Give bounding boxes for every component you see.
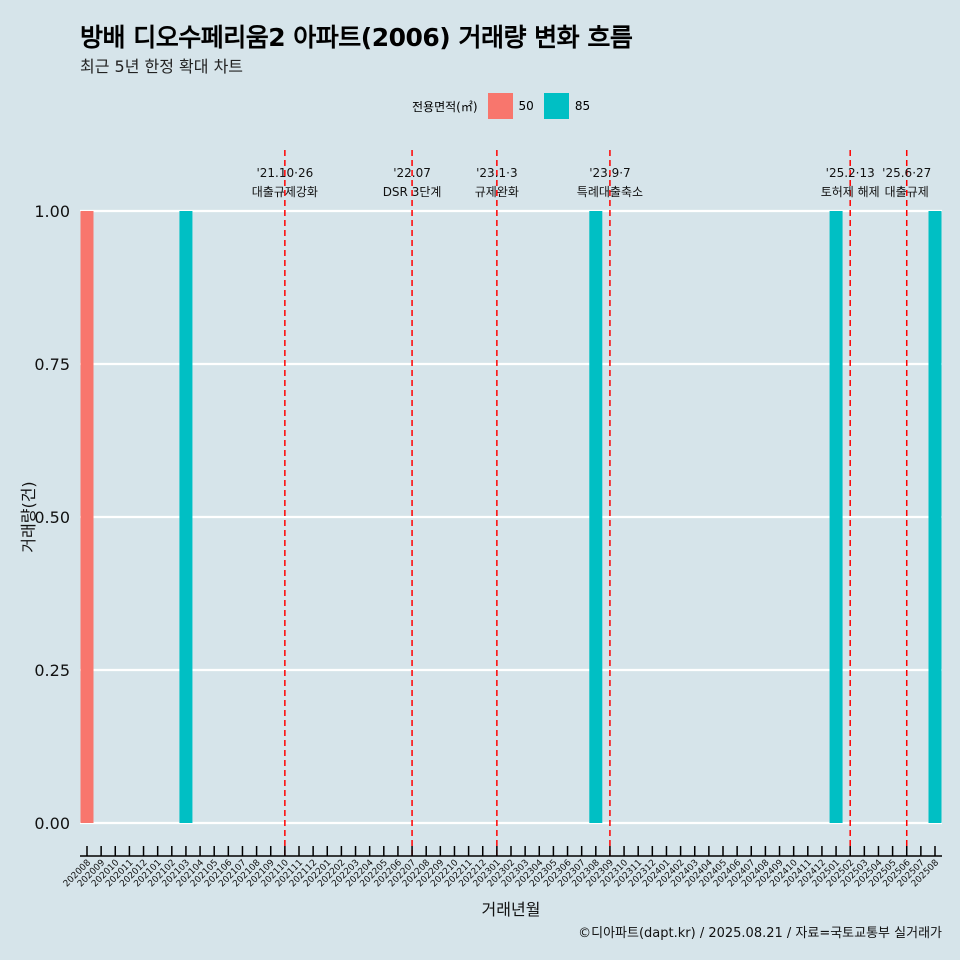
legend-title: 전용면적(㎡) xyxy=(412,99,478,114)
y-tick-label: 0.00 xyxy=(34,814,70,833)
event-date: '25.2·13 xyxy=(826,166,875,180)
event-date: '21.10·26 xyxy=(256,166,313,180)
event-label: 대출규제강화 xyxy=(252,185,318,199)
bar-85-202508 xyxy=(928,211,942,823)
bar-85-202103 xyxy=(179,211,193,823)
y-tick-label: 0.25 xyxy=(34,661,70,680)
bar-50-202008 xyxy=(80,211,94,823)
chart-subtitle: 최근 5년 한정 확대 차트 xyxy=(80,57,244,76)
bar-85-202308 xyxy=(589,211,603,823)
chart-title: 방배 디오수페리움2 아파트(2006) 거래량 변화 흐름 xyxy=(80,23,633,52)
legend-label-50: 50 xyxy=(518,99,534,113)
legend-swatch-50 xyxy=(487,93,513,119)
event-date: '22.07 xyxy=(393,166,431,180)
event-date: '25.6·27 xyxy=(882,166,931,180)
event-label: DSR 3단계 xyxy=(383,185,442,199)
event-label: 대출규제 xyxy=(885,185,929,199)
y-tick-label: 1.00 xyxy=(34,202,70,221)
event-label: 토허제 해제 xyxy=(821,185,880,199)
caption: ©디아파트(dapt.kr) / 2025.08.21 / 자료=국토교통부 실… xyxy=(578,926,942,941)
y-tick-label: 0.75 xyxy=(34,355,70,374)
y-tick-label: 0.50 xyxy=(34,508,70,527)
event-date: '23.1·3 xyxy=(476,166,517,180)
event-date: '23.9·7 xyxy=(589,166,630,180)
event-label: 특례대출축소 xyxy=(577,185,643,199)
y-axis-title: 거래량(건) xyxy=(19,481,38,552)
legend-swatch-85 xyxy=(543,93,569,119)
legend: 전용면적(㎡) 50 85 xyxy=(412,93,590,119)
x-axis-title: 거래년월 xyxy=(482,900,541,919)
event-label: 규제완화 xyxy=(475,185,519,199)
legend-label-85: 85 xyxy=(574,99,591,113)
bar-85-202501 xyxy=(829,211,843,823)
